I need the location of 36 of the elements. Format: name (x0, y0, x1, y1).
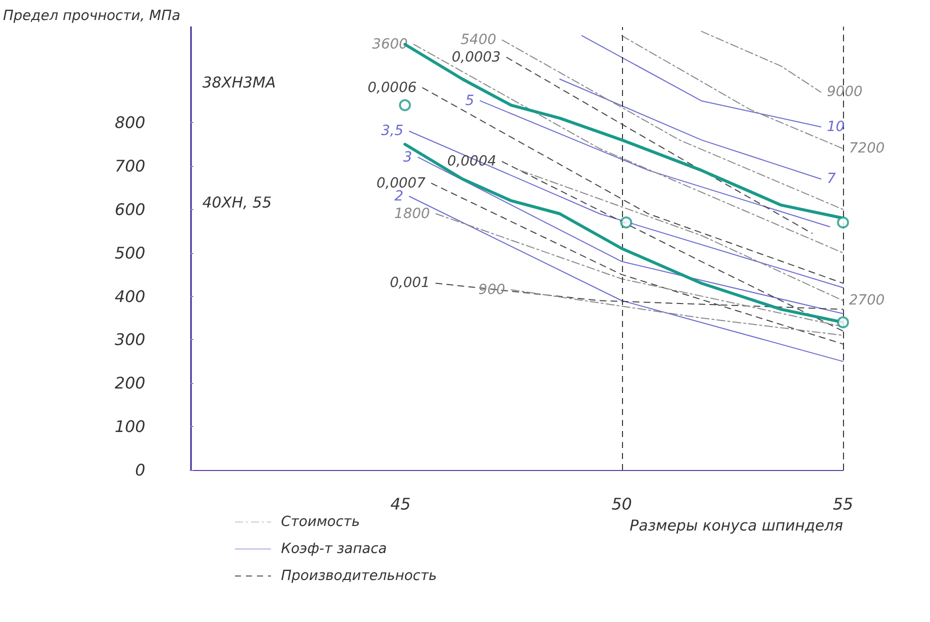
text: Стоимость (281, 514, 360, 530)
y-tick-label: 200 (114, 374, 146, 393)
annotation: 40ХН, 55 (202, 194, 272, 212)
point (837, 316, 849, 328)
point (837, 216, 849, 228)
series-label: 3,5 (381, 123, 404, 140)
x-tick-label: 45 (390, 494, 411, 514)
point (398, 99, 411, 112)
series-label: 5 (465, 92, 474, 109)
series-label: 5400 (460, 32, 496, 48)
y-tick-label: 0 (135, 460, 146, 480)
text: Коэф-т запаса (281, 540, 387, 556)
y-tick-label: 300 (114, 330, 146, 350)
series-label: 0,0003 (452, 49, 501, 66)
y-axis-title: Предел прочности, МПа (2, 8, 180, 24)
y-tick-label: 100 (114, 417, 146, 436)
series-label: 7200 (849, 140, 885, 157)
y-tick-label: 700 (114, 156, 146, 176)
y-tick-label: 600 (114, 200, 146, 219)
annotation: 38ХН3МА (202, 74, 276, 92)
y-tick-label: 400 (114, 286, 146, 306)
series-label: 0,001 (390, 275, 430, 292)
series-label: 3 (403, 149, 412, 166)
y-tick-label: 500 (114, 243, 146, 262)
series-label: 0,0006 (368, 80, 417, 96)
x-axis-title: Размеры конуса шпинделя (630, 516, 843, 534)
x-tick-label: 55 (832, 494, 854, 514)
series-label: 7 (826, 171, 836, 188)
y-tick-label: 800 (114, 113, 146, 132)
series-label: 2700 (849, 292, 885, 309)
series-label: 10 (826, 118, 845, 135)
x-tick-label: 50 (612, 494, 632, 514)
text: Производительность (281, 568, 437, 584)
series-label: 3600 (372, 36, 408, 52)
point (620, 216, 632, 228)
series-label: 1800 (394, 206, 430, 222)
